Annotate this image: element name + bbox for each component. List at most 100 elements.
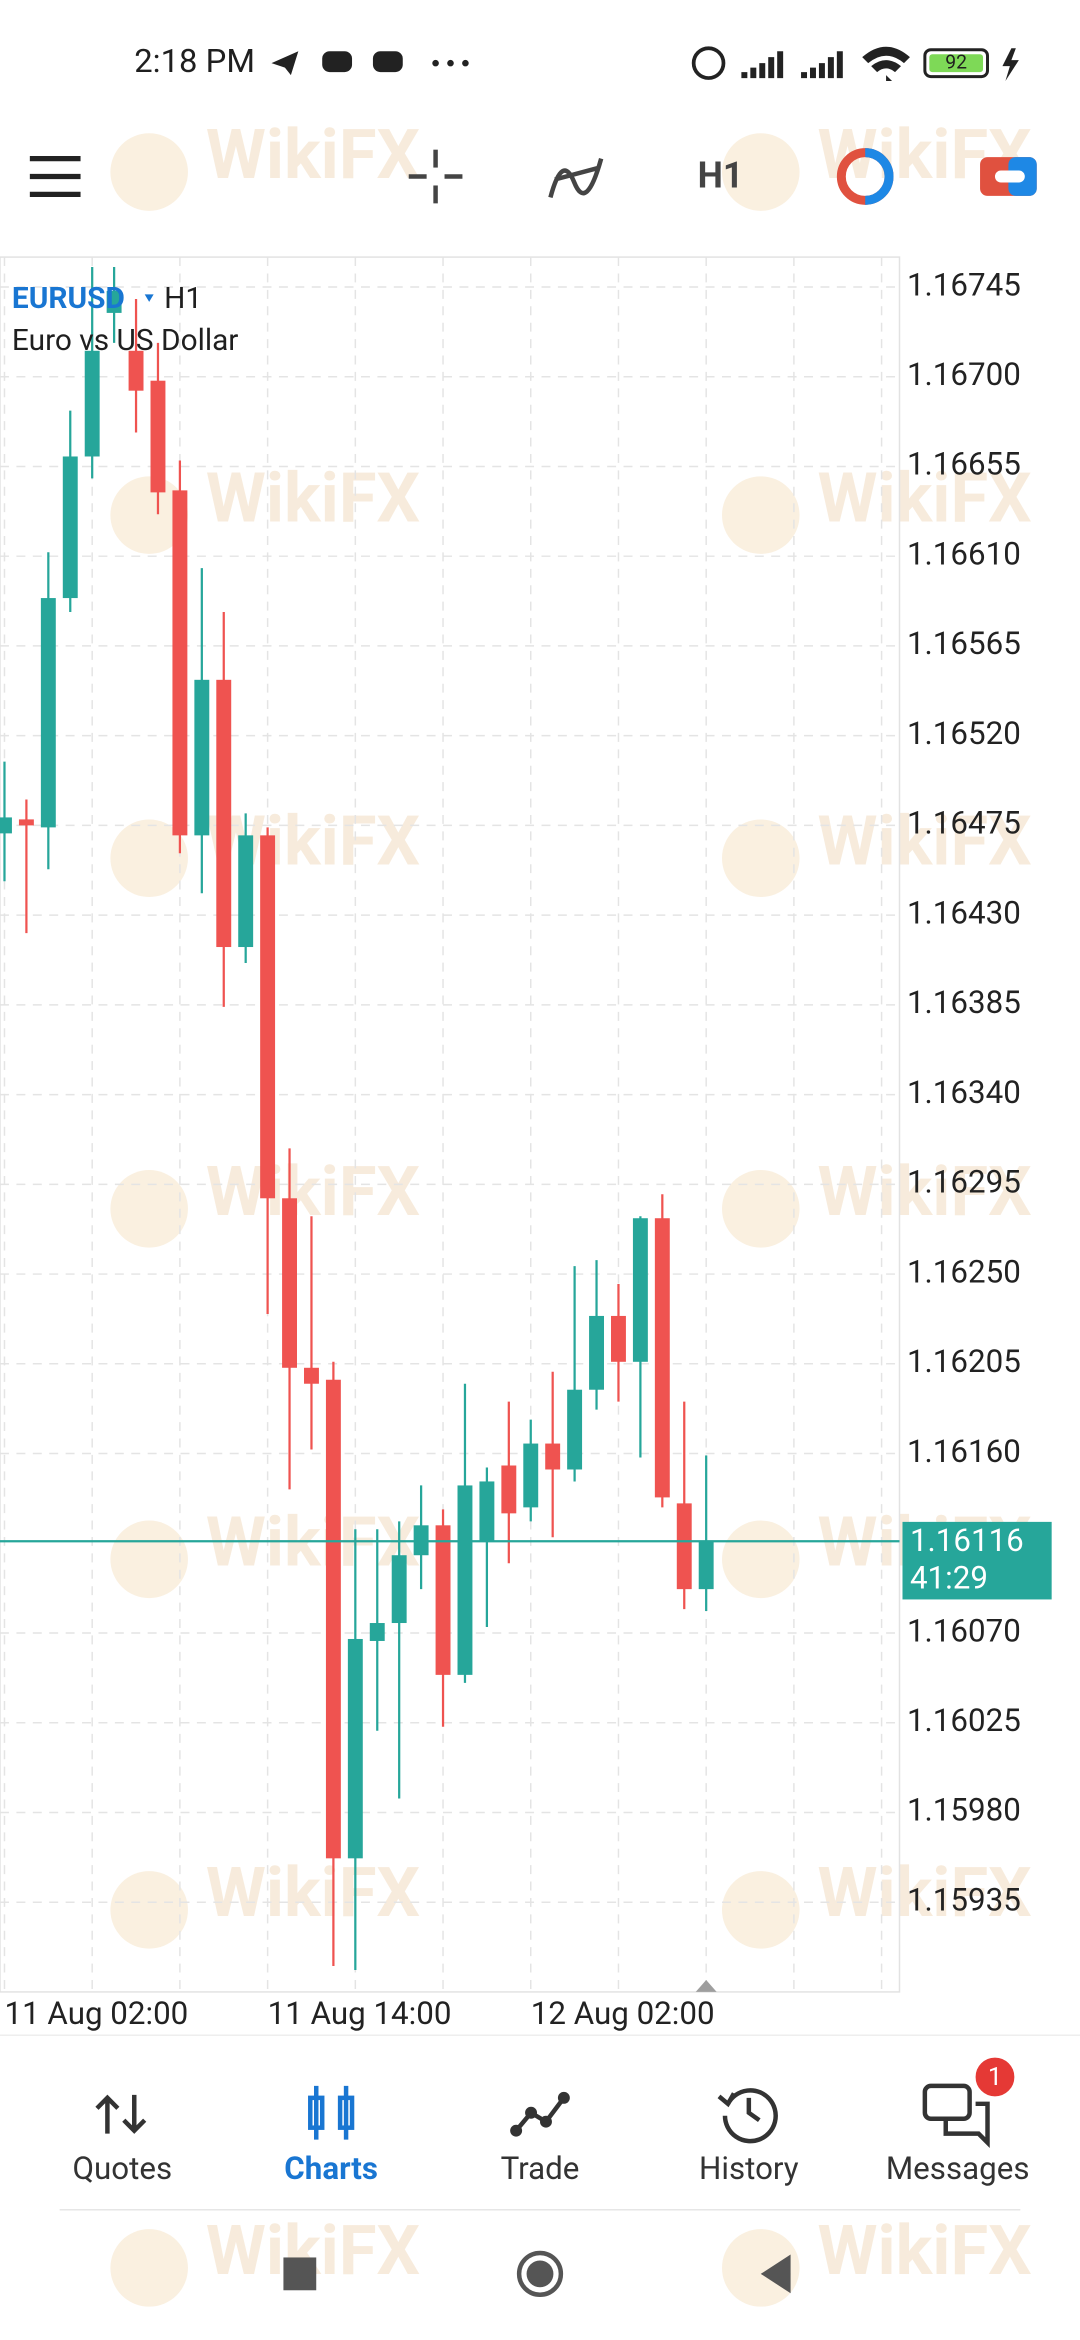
battery-level [929,54,984,73]
watermark-logo [721,476,800,554]
countdown: 41:29 [910,1559,988,1596]
y-tick-label: 1.16655 [907,446,1021,483]
tab-icon-part [95,2094,147,2134]
tab-icon-part [514,2096,566,2133]
nav-home[interactable] [516,2250,564,2297]
wifi-icon [862,46,910,82]
watermarks: WikiFX WikiFX WikiFX WikiFX WikiFX WikiFX Wiki… [110,114,1032,2307]
candle-body [40,598,56,828]
nav-back[interactable] [760,2254,791,2294]
y-tick-label: 1.16340 [907,1074,1021,1111]
tab-bar: Quotes Charts Trade History Messages 1 [72,2054,1030,2187]
y-tick-label: 1.16610 [907,535,1021,572]
tab-label: Messages [886,2150,1030,2187]
watermark-text: WikiFX [206,1852,420,1933]
telegram-icon [271,51,299,76]
tab-icon-part [746,2097,761,2123]
y-tick-label: 1.16745 [907,266,1021,303]
plot-frame [0,256,901,1993]
tab[interactable]: History [699,2088,799,2187]
tab-icon [717,2088,778,2144]
y-tick-label: 1.16295 [907,1164,1021,1201]
badge [972,2054,1018,2100]
dot [447,59,454,67]
battery-frame [923,48,990,79]
symbol-description: Euro vs US Dollar [12,323,239,358]
watermark-text: WikiFX [817,800,1031,881]
watermark-logo [721,819,800,898]
candle-body [435,1525,451,1675]
tab-icon-part [717,2088,778,2144]
watermark-logo [721,1871,800,1949]
candle-body [479,1481,495,1542]
current-bar-marker [695,1980,717,1992]
badge-count: 1 [988,2062,1002,2092]
candle-body [150,380,166,493]
watermark-text: WikiFX [817,457,1031,538]
y-tick-label: 1.16160 [907,1433,1021,1470]
tab-icon-part [943,2101,990,2148]
candle-body [676,1503,692,1590]
app-icon [322,51,353,73]
candle-body [304,1367,319,1384]
candle-body [589,1315,604,1390]
tab-icon-part [722,2088,778,2144]
candle-body [654,1218,670,1498]
nav-home-dot [526,2260,554,2288]
y-tick-label: 1.16475 [907,805,1021,842]
candle-body [369,1623,385,1641]
charging-icon [1002,48,1019,82]
symbol-dropdown [144,294,154,302]
candle-body [260,835,276,1199]
status-icons [271,46,1019,82]
tab-label: Charts [284,2150,378,2187]
tab-icon-part [717,2092,736,2108]
watermark-text: WikiFX [206,1151,420,1232]
watermark-text: WikiFX [817,1852,1031,1933]
tab-icon [95,2094,147,2134]
status-time: 2:18 PM [134,43,255,81]
watermark-logo [110,1520,188,1599]
candle-body [325,1379,341,1859]
tab[interactable]: Quotes [72,2094,172,2187]
crosshair-button[interactable] [408,149,463,204]
candle-body [282,1198,297,1368]
trade-button[interactable] [836,148,894,205]
chart-timeframe: H1 [164,281,202,316]
indicators-button[interactable] [548,158,604,198]
tab[interactable]: Charts [284,2085,378,2187]
dot [462,59,469,67]
candle-body [611,1315,626,1362]
tab-label: History [699,2150,799,2187]
watermark-text: WikiFX [206,457,420,538]
app-icon [372,51,403,73]
tab-icon-part [922,2083,990,2148]
tab-label: Quotes [72,2150,172,2187]
menu-button[interactable] [29,156,81,198]
price-label-box [902,1521,1052,1600]
candle-body [128,350,144,391]
dot [432,59,439,67]
chart: 1.16745 1.16700 1.16655 1.16610 1.16565 1.165… [0,256,1052,2032]
nav-recents[interactable] [283,2257,317,2291]
candle-body [632,1218,648,1362]
watermark-logo [110,133,188,211]
timeframe-button[interactable]: H1 [698,154,744,196]
y-tick-label: 1.16520 [907,715,1021,752]
x-tick-label: 11 Aug 02:00 [4,1995,188,2032]
tab-icon-part [308,2085,355,2140]
tab[interactable]: Trade [501,2091,580,2187]
signals-button[interactable] [980,157,1037,196]
signal-icon [801,51,843,79]
tab-icon-part [557,2091,570,2104]
candle-body [62,456,78,599]
y-tick-label: 1.15935 [907,1881,1021,1918]
tab[interactable]: Messages [886,2083,1030,2187]
candle-body [106,290,122,313]
tab-icon-part [510,2124,523,2137]
candle-body [18,819,34,826]
candle-body [347,1638,363,1859]
symbol[interactable]: EURUSD [12,281,125,316]
alarm-icon [691,46,726,80]
